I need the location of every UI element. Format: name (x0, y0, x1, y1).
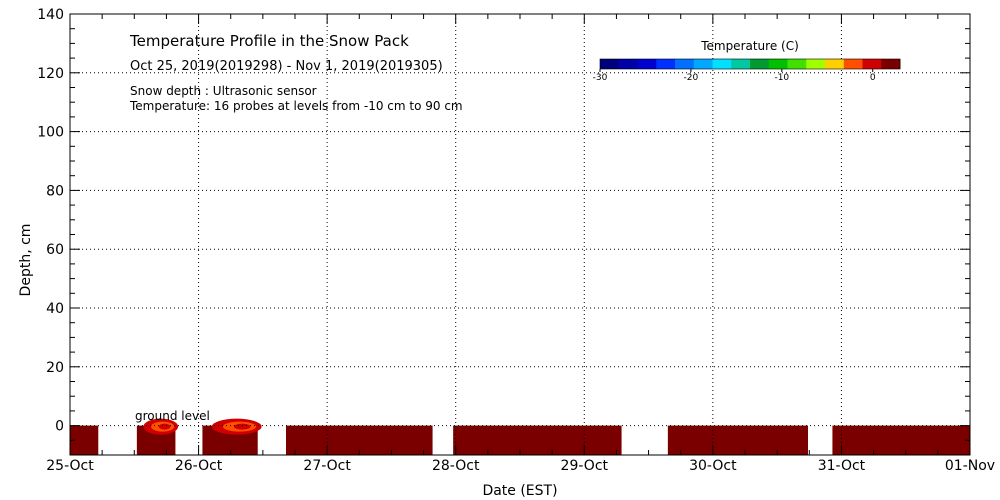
colorbar-cell (693, 59, 713, 69)
plot-frame (69, 13, 971, 456)
colorbar-cell (731, 59, 751, 69)
colorbar-cells (599, 58, 901, 70)
colorbar-tick-label: 0 (870, 73, 876, 83)
colorbar-cell (712, 59, 732, 69)
x-axis-label: Date (EST) (482, 483, 557, 499)
colorbar-cell (862, 59, 882, 69)
tick-layer: 0 20 40 60 80 100 120 140 25-Oct 26-Oct 27-Oct 28-O… (37, 7, 995, 474)
heatmap-surface-gradient-2 (143, 418, 179, 435)
x-tick-label: 29-Oct (561, 458, 609, 474)
gradient-band-inner (233, 423, 251, 430)
chart-title: Temperature Profile in the Snow Pack (129, 32, 409, 50)
x-tick-label: 26-Oct (175, 458, 223, 474)
x-tick-label: 27-Oct (303, 458, 351, 474)
y-tick-label: 100 (37, 125, 64, 141)
plot-layer (70, 418, 970, 455)
chart-subtitle: Oct 25, 2019(2019298) - Nov 1, 2019(2019… (130, 59, 443, 74)
x-tick-label: 28-Oct (432, 458, 480, 474)
colorbar-cell (768, 59, 788, 69)
colorbar-cell (787, 59, 807, 69)
y-tick-label: 0 (55, 419, 64, 435)
colorbar-cell (656, 59, 676, 69)
ground-level-annotation: ground level (135, 409, 210, 423)
heatmap-segment-6 (667, 425, 808, 455)
colorbar-ticks: -30 -20 -10 0 (593, 69, 876, 83)
colorbar-cell (825, 59, 845, 69)
y-tick-label: 20 (46, 360, 64, 376)
x-tick-label: 31-Oct (818, 458, 866, 474)
colorbar-tick-label: -30 (593, 73, 608, 83)
colorbar: Temperature (C) -30 -20 -10 0 (593, 39, 901, 83)
colorbar-tick-label: -10 (774, 73, 789, 83)
colorbar-cell (881, 59, 901, 69)
heatmap-surface-gradient-3 (211, 418, 262, 435)
y-tick-label: 140 (37, 7, 64, 23)
colorbar-cell (843, 59, 863, 69)
colorbar-cell (637, 59, 657, 69)
colorbar-cell (675, 59, 695, 69)
y-tick-label: 40 (46, 301, 64, 317)
y-axis-label: Depth, cm (18, 224, 34, 297)
x-tick-label: 01-Nov (945, 458, 995, 474)
heatmap-segment-7 (832, 425, 970, 455)
y-tick-label: 80 (46, 183, 64, 199)
x-tick-label: 30-Oct (689, 458, 737, 474)
chart-note-temperature: Temperature: 16 probes at levels from -1… (129, 99, 463, 113)
grid-layer (70, 14, 970, 455)
colorbar-outline (599, 58, 901, 70)
colorbar-tick-label: -20 (684, 73, 699, 83)
chart-note-snow-depth: Snow depth : Ultrasonic sensor (130, 84, 317, 98)
colorbar-cell (806, 59, 826, 69)
colorbar-cell (618, 59, 638, 69)
colorbar-label: Temperature (C) (700, 39, 799, 53)
gradient-band-inner (158, 423, 171, 430)
colorbar-cell (600, 59, 620, 69)
heatmap-segment-5 (453, 425, 622, 455)
colorbar-cell (750, 59, 770, 69)
y-tick-label: 120 (37, 66, 64, 82)
y-tick-label: 60 (46, 242, 64, 258)
x-tick-label: 25-Oct (46, 458, 94, 474)
